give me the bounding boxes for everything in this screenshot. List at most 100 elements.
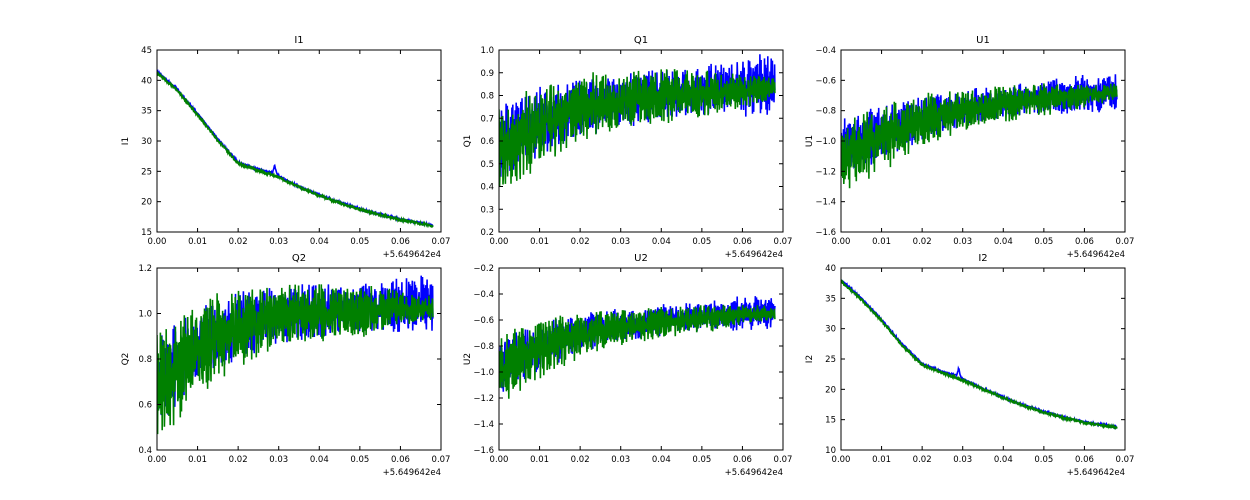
y-tick-label: 0.4: [480, 183, 494, 193]
chart-title: Q2: [292, 253, 306, 264]
y-tick-label: −1.2: [473, 394, 494, 404]
y-tick-label: 0.7: [480, 114, 494, 124]
subplot-i2: 0.00 0.01 0.02 0.03 0.04 0.05 0.06 0.07 10 15 20 25…: [805, 253, 1134, 478]
series-line-green: [841, 83, 1118, 189]
x-tick-label: 0.00: [148, 237, 167, 247]
x-tick-label: 0.05: [692, 455, 711, 465]
series-line-blue: [841, 279, 1118, 430]
subplot-i1: 0.00 0.01 0.02 0.03 0.04 0.05 0.06 0.07 15 20 25 30…: [121, 35, 450, 260]
y-tick-label: 40: [141, 76, 152, 86]
x-tick-label: 0.04: [994, 237, 1013, 247]
y-tick-label: 0.6: [480, 137, 494, 147]
y-tick-label: −1.0: [473, 368, 494, 378]
subplot-u2: 0.00 0.01 0.02 0.03 0.04 0.05 0.06 0.07 −1.6 −1.4…: [463, 253, 792, 478]
x-tick-label: 0.03: [269, 237, 288, 247]
y-tick-label: 0.2: [480, 228, 494, 238]
y-tick-label: 20: [141, 198, 152, 208]
chart-title: Q1: [634, 35, 648, 46]
y-tick-label: 35: [141, 107, 152, 117]
x-offset-label: +5.649642e4: [383, 250, 441, 260]
chart-title: U2: [634, 253, 648, 264]
x-tick-label: 0.04: [310, 455, 329, 465]
x-tick-label: 0.01: [872, 455, 891, 465]
y-tick-label: −0.4: [473, 290, 494, 300]
x-tick-label: 0.00: [490, 237, 509, 247]
x-tick-label: 0.01: [872, 237, 891, 247]
x-tick-label: 0.07: [774, 237, 793, 247]
y-tick-label: −0.8: [815, 107, 836, 117]
x-tick-label: 0.05: [350, 455, 369, 465]
y-tick-label: 0.4: [138, 446, 152, 456]
y-axis-label: Q1: [463, 135, 473, 148]
x-tick-label: 0.04: [994, 455, 1013, 465]
x-tick-label: 0.04: [652, 455, 671, 465]
x-offset-label: +5.649642e4: [725, 468, 783, 478]
y-tick-label: 25: [141, 167, 152, 177]
x-offset-label: +5.649642e4: [1067, 468, 1125, 478]
x-tick-label: 0.06: [733, 455, 752, 465]
x-tick-label: 0.01: [530, 237, 549, 247]
x-tick-label: 0.06: [391, 237, 410, 247]
x-tick-label: 0.06: [1075, 455, 1094, 465]
chart-title: U1: [976, 35, 990, 46]
x-tick-label: 0.05: [350, 237, 369, 247]
x-tick-label: 0.03: [953, 237, 972, 247]
x-tick-label: 0.02: [229, 237, 248, 247]
subplot-q1: 0.00 0.01 0.02 0.03 0.04 0.05 0.06 0.07 0.2 0.3 0.…: [463, 35, 792, 260]
series-line-blue: [157, 69, 434, 228]
x-tick-label: 0.07: [774, 455, 793, 465]
x-tick-label: 0.05: [1034, 455, 1053, 465]
y-tick-label: 1.0: [480, 46, 494, 56]
x-tick-label: 0.04: [310, 237, 329, 247]
y-tick-label: 30: [825, 325, 836, 335]
x-tick-label: 0.01: [530, 455, 549, 465]
x-tick-label: 0.07: [432, 237, 451, 247]
y-axis-label: I1: [121, 137, 131, 145]
chart-title: I1: [294, 35, 303, 46]
y-tick-label: 0.9: [480, 69, 494, 79]
x-tick-label: 0.02: [229, 455, 248, 465]
x-offset-label: +5.649642e4: [725, 250, 783, 260]
y-tick-label: 0.8: [480, 92, 494, 102]
series-line-green: [499, 304, 776, 399]
x-tick-label: 0.07: [1116, 455, 1135, 465]
series-line-green: [157, 71, 434, 229]
y-tick-label: −0.6: [473, 316, 494, 326]
y-tick-label: 10: [825, 446, 836, 456]
axes-frame: [498, 267, 784, 451]
y-axis-label: I2: [805, 355, 815, 363]
y-tick-label: 45: [141, 46, 152, 56]
x-offset-label: +5.649642e4: [1067, 250, 1125, 260]
y-tick-label: −1.2: [815, 167, 836, 177]
y-axis-label: U1: [805, 135, 815, 147]
y-tick-label: −1.6: [473, 446, 494, 456]
x-tick-label: 0.04: [652, 237, 671, 247]
y-tick-label: −1.4: [473, 420, 494, 430]
x-tick-label: 0.00: [832, 237, 851, 247]
x-tick-label: 0.00: [148, 455, 167, 465]
series-line-green: [157, 284, 434, 435]
y-axis-label: Q2: [121, 353, 131, 366]
y-tick-label: 20: [825, 385, 836, 395]
series-line-green: [499, 69, 776, 187]
y-tick-label: −0.2: [473, 264, 494, 274]
x-offset-label: +5.649642e4: [383, 468, 441, 478]
x-tick-label: 0.02: [571, 237, 590, 247]
subplot-u1: 0.00 0.01 0.02 0.03 0.04 0.05 0.06 0.07 −1.6 −1.4…: [805, 35, 1134, 260]
x-tick-label: 0.06: [1075, 237, 1094, 247]
y-tick-label: −0.6: [815, 76, 836, 86]
y-tick-label: −1.6: [815, 228, 836, 238]
y-tick-label: 15: [141, 228, 152, 238]
x-tick-label: 0.06: [733, 237, 752, 247]
x-tick-label: 0.03: [611, 237, 630, 247]
y-tick-label: 15: [825, 416, 836, 426]
series-line-green: [841, 278, 1118, 431]
x-tick-label: 0.02: [571, 455, 590, 465]
y-tick-label: 0.6: [138, 401, 152, 411]
x-tick-label: 0.05: [1034, 237, 1053, 247]
chart-title: I2: [978, 253, 987, 264]
x-tick-label: 0.05: [692, 237, 711, 247]
y-tick-label: 35: [825, 294, 836, 304]
y-tick-label: 1.0: [138, 310, 152, 320]
